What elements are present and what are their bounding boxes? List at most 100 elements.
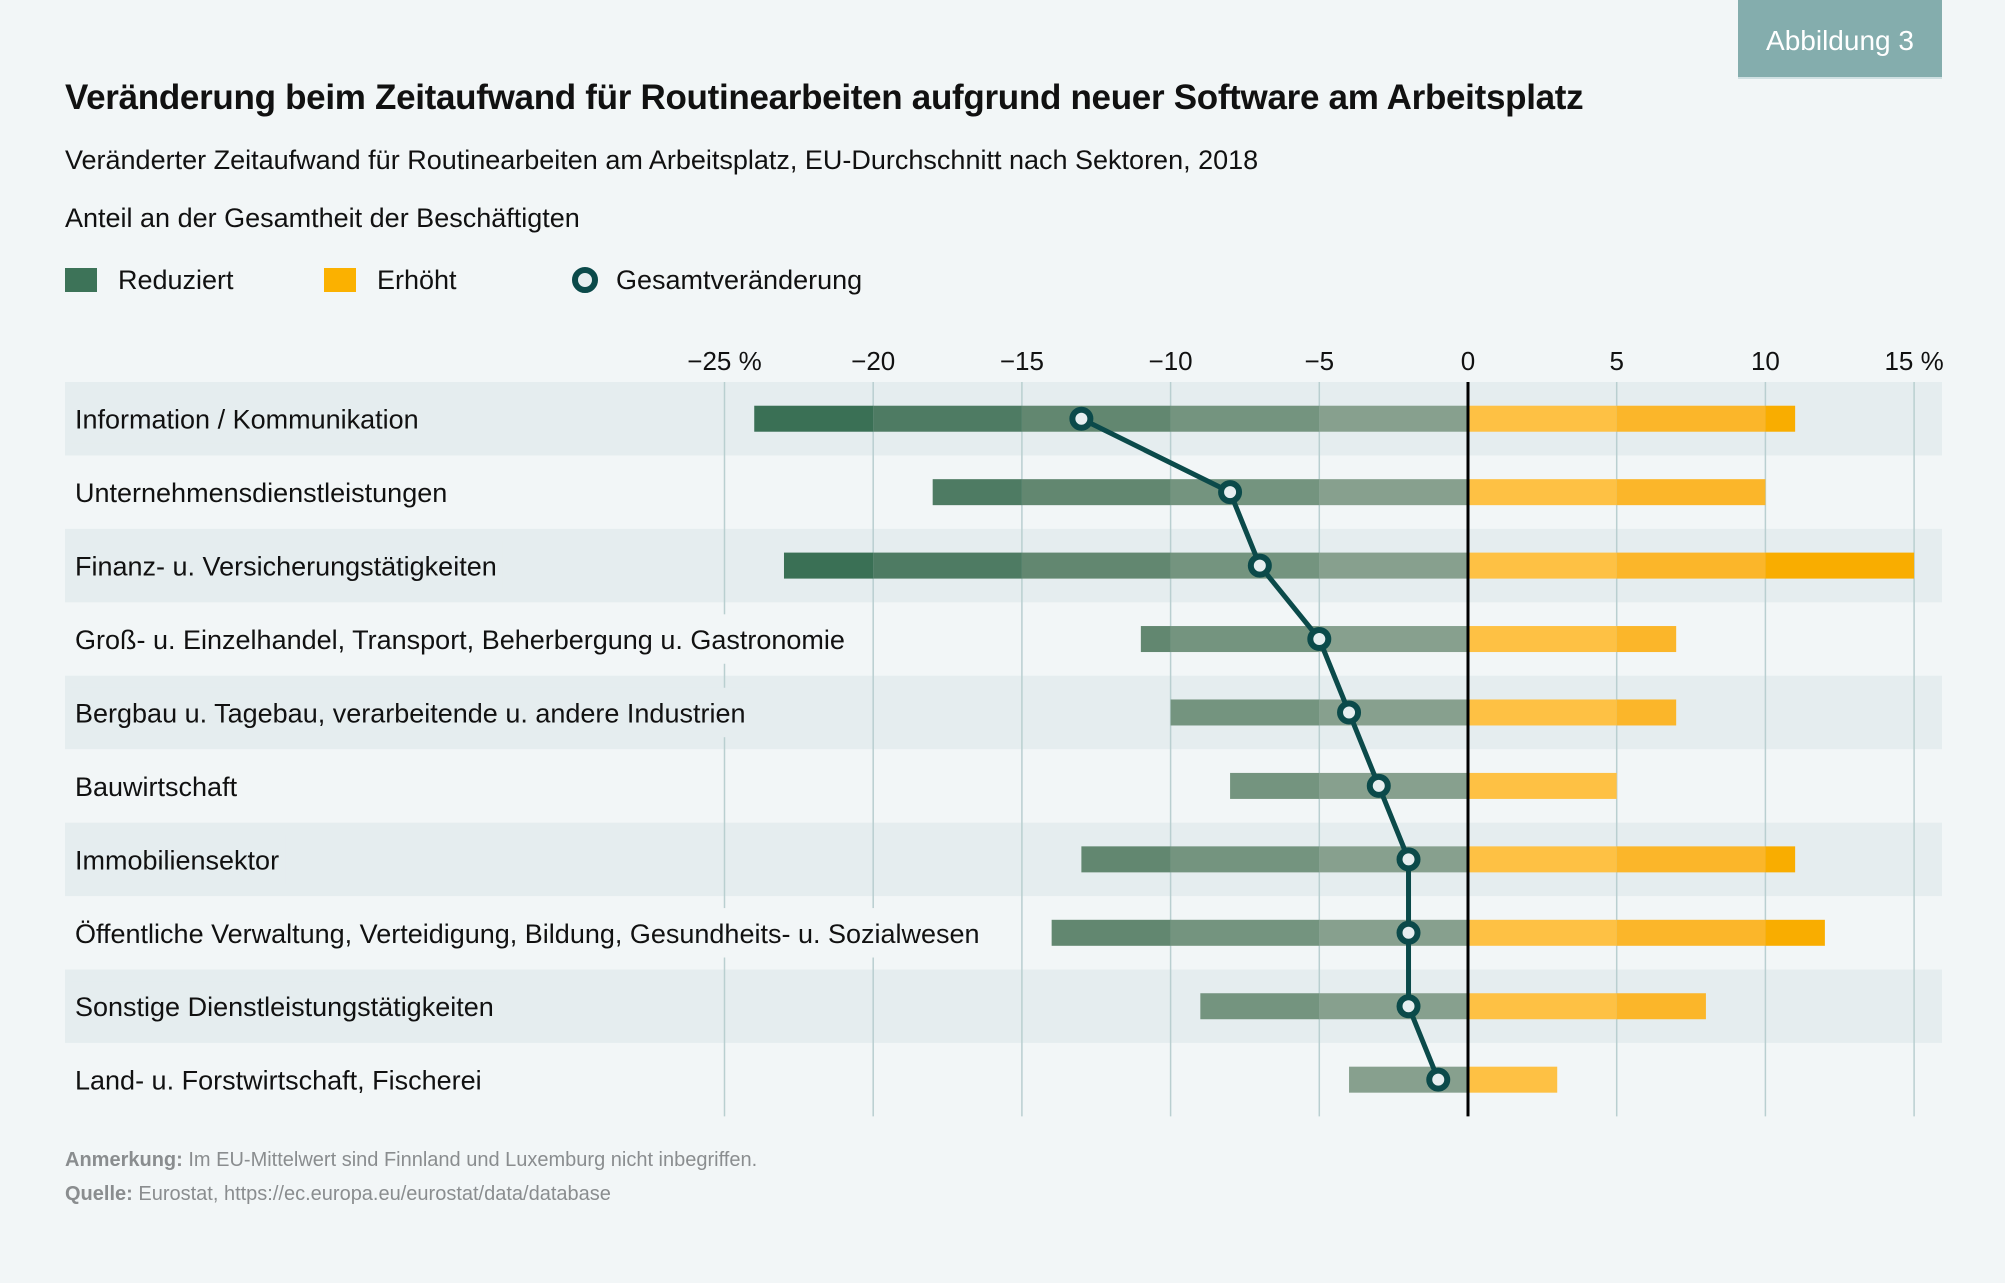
row-labels: Information / Kommunikation Unternehmensd… <box>71 394 986 1105</box>
bar-increased-segment <box>1765 919 1825 946</box>
bar-increased-segment <box>1616 626 1677 653</box>
row-label: Sonstige Dienstleistungstätigkeiten <box>75 992 494 1022</box>
figure-badge: Abbildung 3 <box>1738 0 1942 79</box>
total-change-marker <box>1396 847 1421 872</box>
bar-reduced-segment <box>783 552 874 579</box>
bars <box>754 405 1915 1093</box>
bar-increased-segment <box>1468 919 1617 946</box>
bar-increased-segment <box>1765 552 1915 579</box>
row-label: Groß- u. Einzelhandel, Transport, Beherb… <box>75 625 845 655</box>
total-change-marker <box>1426 1067 1451 1092</box>
legend-item-increased: Erhöht <box>324 262 457 298</box>
label-knockout <box>71 467 454 517</box>
bar-increased-segment <box>1468 1066 1558 1093</box>
bar-increased-segment <box>1468 993 1617 1020</box>
row-label: Land- u. Forstwirtschaft, Fischerei <box>75 1066 482 1096</box>
bar-reduced-segment <box>1170 919 1320 946</box>
legend-item-reduced: Reduziert <box>65 262 234 298</box>
bar-increased-segment <box>1616 552 1766 579</box>
bar-increased-segment <box>1468 552 1617 579</box>
x-tick-label: −15 <box>1000 346 1044 376</box>
source: Quelle: Eurostat, https://ec.europa.eu/e… <box>65 1177 757 1211</box>
legend-label-total: Gesamtveränderung <box>616 264 863 295</box>
label-knockout <box>71 761 244 811</box>
legend-swatch-increased <box>324 268 356 292</box>
chart-subtitle: Veränderter Zeitaufwand für Routinearbei… <box>65 145 1259 175</box>
footer: Anmerkung: Im EU-Mittelwert sind Finnlan… <box>65 1143 757 1211</box>
total-change-marker <box>1396 994 1421 1019</box>
note: Anmerkung: Im EU-Mittelwert sind Finnlan… <box>65 1143 757 1177</box>
bar-reduced-segment <box>1230 772 1320 799</box>
bar-increased-segment <box>1616 699 1677 726</box>
source-text: Eurostat, https://ec.europa.eu/eurostat/… <box>132 1183 611 1205</box>
bar-increased-segment <box>1765 846 1796 873</box>
bar-increased-segment <box>1468 405 1617 432</box>
bar-reduced-segment <box>1319 993 1468 1020</box>
bar-reduced-segment <box>1319 626 1468 653</box>
bar-reduced-segment <box>1319 772 1468 799</box>
bar-reduced-segment <box>873 405 1022 432</box>
bar-group <box>1081 846 1796 873</box>
label-knockout <box>71 981 500 1031</box>
label-knockout <box>71 540 503 591</box>
bar-reduced-segment <box>1081 846 1171 873</box>
label-knockout <box>71 1054 488 1105</box>
bar-reduced-segment <box>754 405 874 432</box>
bar-increased-segment <box>1468 479 1617 506</box>
label-knockout <box>71 687 752 738</box>
bar-increased-segment <box>1616 846 1766 873</box>
bar-reduced-segment <box>1170 699 1320 726</box>
bar-reduced-segment <box>1140 626 1171 653</box>
total-change-marker <box>1366 773 1391 798</box>
bar-group <box>783 552 1915 579</box>
bar-reduced-segment <box>1319 919 1468 946</box>
legend-item-total: Gesamtveränderung <box>572 262 862 298</box>
unit-label: Anteil an der Gesamtheit der Beschäftigt… <box>65 203 580 233</box>
chart-title: Veränderung beim Zeitaufwand für Routine… <box>65 78 1584 117</box>
bar-increased-segment <box>1468 846 1617 873</box>
label-knockout <box>71 394 425 444</box>
bar-reduced-segment <box>1319 405 1468 432</box>
label-knockout <box>71 834 286 885</box>
source-label: Quelle: <box>65 1183 133 1205</box>
row-label: Information / Kommunikation <box>75 405 419 435</box>
x-axis-ticks: −25 % −20 −15 −10 −5 0 5 10 15 % <box>687 346 1943 376</box>
x-tick-label: −5 <box>1304 346 1334 376</box>
bar-increased-segment <box>1616 405 1766 432</box>
bar-increased-segment <box>1616 479 1766 506</box>
row-label: Bergbau u. Tagebau, verarbeitende u. and… <box>75 698 746 728</box>
legend-marker-icon <box>572 267 598 293</box>
row-label: Bauwirtschaft <box>75 772 238 802</box>
note-text: Im EU-Mittelwert sind Finnland und Luxem… <box>182 1149 758 1171</box>
bar-reduced-segment <box>1170 626 1320 653</box>
label-knockout <box>71 614 851 664</box>
bar-reduced-segment <box>873 552 1022 579</box>
bar-group <box>1349 1066 1558 1093</box>
x-tick-label: −10 <box>1149 346 1193 376</box>
x-tick-label: −25 % <box>687 346 761 376</box>
bar-group <box>1140 626 1677 653</box>
total-change-marker <box>1307 627 1332 652</box>
row-label: Öffentliche Verwaltung, Verteidigung, Bi… <box>75 919 980 949</box>
bar-reduced-segment <box>1170 405 1320 432</box>
bar-increased-segment <box>1616 993 1706 1020</box>
total-change-marker <box>1247 553 1272 578</box>
bar-reduced-segment <box>1170 479 1320 506</box>
x-tick-label: 15 % <box>1884 346 1943 376</box>
bar-reduced-segment <box>1021 552 1171 579</box>
bar-group <box>1230 772 1617 799</box>
total-change-marker <box>1069 406 1094 431</box>
bar-increased-segment <box>1616 919 1766 946</box>
total-change-marker <box>1218 480 1243 505</box>
row-label: Immobiliensektor <box>75 845 279 875</box>
bar-group <box>1200 993 1706 1020</box>
bar-reduced-segment <box>1319 479 1468 506</box>
label-knockout <box>71 908 986 958</box>
legend-swatch-reduced <box>65 268 97 292</box>
bar-reduced-segment <box>1200 993 1320 1020</box>
total-change-markers <box>1069 406 1451 1092</box>
x-tick-label: 5 <box>1609 346 1623 376</box>
bar-group <box>1170 699 1677 726</box>
total-change-marker <box>1396 920 1421 945</box>
